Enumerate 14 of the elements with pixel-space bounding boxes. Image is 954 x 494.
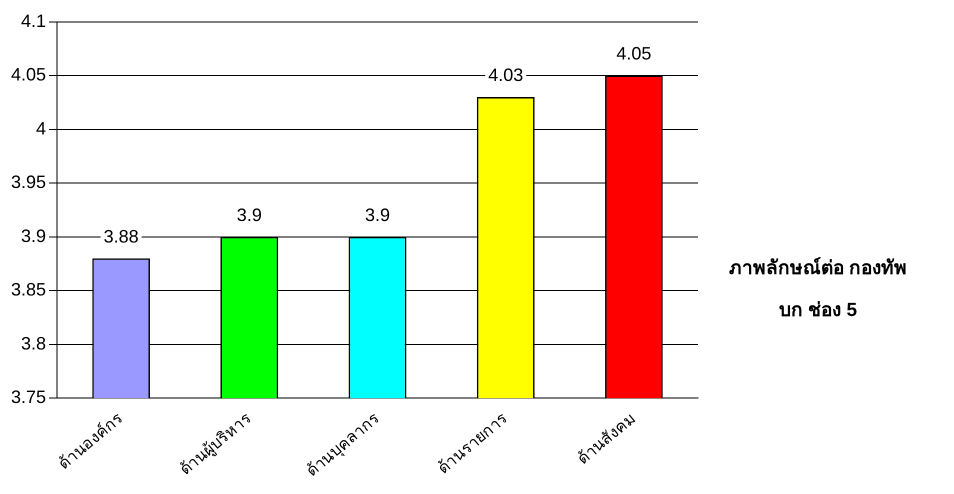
y-tick-label: 4.05 <box>10 64 46 85</box>
y-tick-label: 3.95 <box>10 172 46 192</box>
y-tick-label: 3.8 <box>21 333 46 354</box>
y-tick-label: 3.85 <box>10 280 46 300</box>
y-tick-label: 3.75 <box>10 387 46 408</box>
data-label: 3.9 <box>365 204 390 225</box>
text: ภาพลักษณ์ต่อ กองทัพบก ช่อง 5 <box>728 256 908 323</box>
data-label: 3.88 <box>104 226 139 246</box>
y-tick-label: 3.9 <box>21 226 46 246</box>
data-label: 3.9 <box>236 204 262 225</box>
data-label: 4.05 <box>616 44 652 64</box>
y-tick-label: 4.1 <box>21 10 46 31</box>
data-label: 4.03 <box>488 65 524 86</box>
y-tick-label: 4 <box>36 118 46 138</box>
